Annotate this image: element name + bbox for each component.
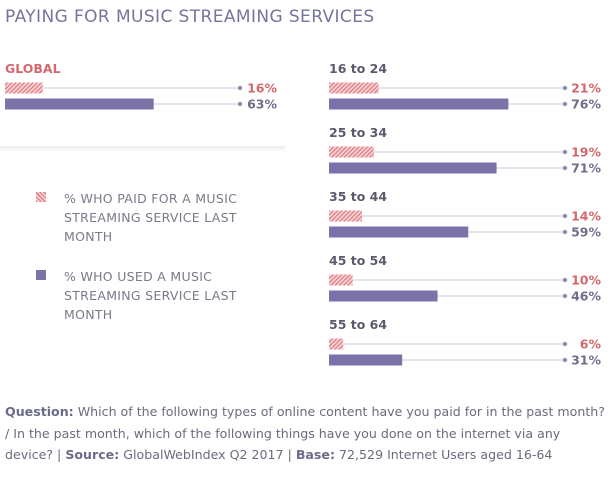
- paid-track-end-16-to-24: [562, 85, 568, 91]
- used-value-label-35-to-44: 59%: [571, 225, 601, 240]
- paid-track-end-global: [237, 85, 243, 91]
- group-label-45-54: 45 to 54: [329, 253, 388, 268]
- legend-label-paid: % WHO PAID FOR A MUSIC STREAMING SERVICE…: [64, 191, 238, 244]
- group-label-55-64: 55 to 64: [329, 317, 388, 332]
- legend-label-used: % WHO USED A MUSIC STREAMING SERVICE LAS…: [64, 269, 237, 322]
- base-label: Base:: [295, 447, 335, 462]
- chart-title: PAYING FOR MUSIC STREAMING SERVICES: [5, 7, 375, 27]
- used-value-label-global: 63%: [247, 97, 277, 112]
- source-label: Source:: [65, 447, 120, 462]
- group-label-35-44: 35 to 44: [329, 189, 388, 204]
- legend-swatch-paid: [36, 192, 46, 202]
- paid-value-label-55-to-64: 6%: [580, 337, 602, 352]
- paid-bar-16-to-24: [329, 82, 379, 94]
- group-label-25-34: 25 to 34: [329, 125, 388, 140]
- paid-bar-45-to-54: [329, 274, 353, 286]
- group-label-16-24: 16 to 24: [329, 61, 388, 76]
- base-text: 72,529 Internet Users aged 16-64: [339, 447, 553, 462]
- used-value-label-45-to-54: 46%: [571, 289, 601, 304]
- used-track-end-45-to-54: [562, 293, 568, 299]
- used-track-end-16-to-24: [562, 101, 568, 107]
- used-track-end-25-to-34: [562, 165, 568, 171]
- used-bar-16-to-24: [329, 98, 509, 110]
- paid-value-label-25-to-34: 19%: [571, 145, 601, 160]
- used-bar-45-to-54: [329, 290, 438, 302]
- used-value-label-16-to-24: 76%: [571, 97, 601, 112]
- legend-swatch-used: [36, 270, 46, 280]
- paid-value-label-35-to-44: 14%: [571, 209, 601, 224]
- paid-track-end-55-to-64: [562, 341, 568, 347]
- chart-footer: Question: Which of the following types o…: [5, 401, 605, 466]
- paid-bar-25-to-34: [329, 146, 374, 158]
- paid-track-end-35-to-44: [562, 213, 568, 219]
- paid-track-end-25-to-34: [562, 149, 568, 155]
- used-bar-25-to-34: [329, 162, 497, 174]
- paid-bar-55-to-64: [329, 338, 344, 350]
- paid-track-end-45-to-54: [562, 277, 568, 283]
- legend-item-paid: % WHO PAID FOR A MUSIC STREAMING SERVICE…: [36, 189, 296, 249]
- used-bar-35-to-44: [329, 226, 469, 238]
- paid-value-label-global: 16%: [247, 81, 277, 96]
- divider-shadow: [0, 146, 285, 152]
- used-track-end-55-to-64: [562, 357, 568, 363]
- group-label-global: GLOBAL: [5, 61, 61, 76]
- used-track-end-global: [237, 101, 243, 107]
- question-label: Question:: [5, 404, 74, 419]
- paid-value-label-16-to-24: 21%: [571, 81, 601, 96]
- legend-item-used: % WHO USED A MUSIC STREAMING SERVICE LAS…: [36, 267, 296, 327]
- paid-bar-35-to-44: [329, 210, 363, 222]
- used-bar-55-to-64: [329, 354, 403, 366]
- used-bar-global: [5, 98, 154, 110]
- bar-chart: 16%63% 21%76% 19%71% 14%59% 10%46% 6%31%: [5, 81, 602, 368]
- used-value-label-55-to-64: 31%: [571, 353, 601, 368]
- source-text: GlobalWebIndex Q2 2017 |: [123, 447, 292, 462]
- question-text: Which of the following types of online c…: [5, 404, 605, 462]
- paid-value-label-45-to-54: 10%: [571, 273, 601, 288]
- used-value-label-25-to-34: 71%: [571, 161, 601, 176]
- used-track-end-35-to-44: [562, 229, 568, 235]
- paid-bar-global: [5, 82, 43, 94]
